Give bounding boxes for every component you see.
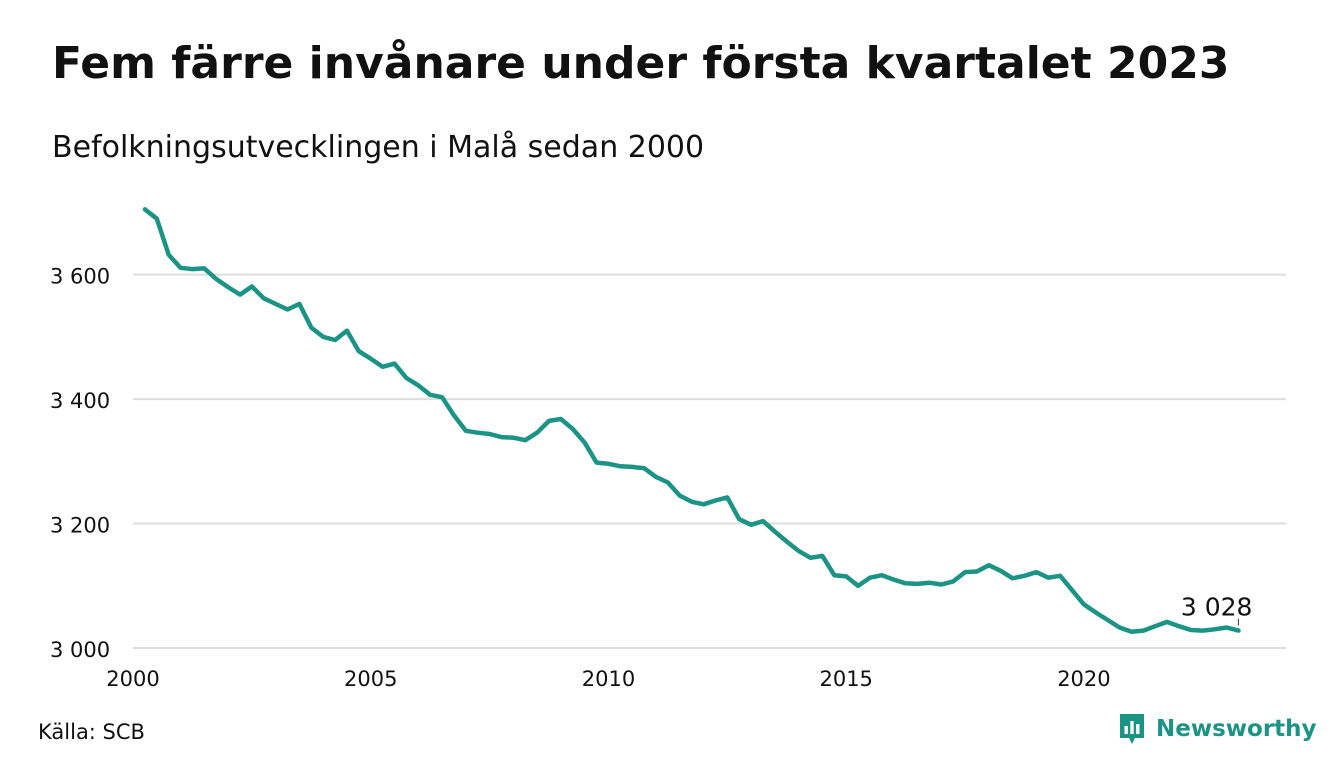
last-value-label: 3 028 (1181, 593, 1253, 622)
gridlines (133, 273, 1286, 649)
chart-bubble-icon (1120, 714, 1144, 744)
chart-title: Fem färre invånare under första kvartale… (52, 38, 1230, 89)
chart-subtitle: Befolkningsutvecklingen i Malå sedan 200… (52, 130, 705, 165)
y-tick-label: 3 600 (50, 265, 110, 289)
x-tick-label: 2010 (582, 667, 635, 691)
source-label: Källa: SCB (38, 720, 145, 744)
x-tick-label: 2005 (344, 667, 397, 691)
x-tick-label: 2015 (819, 667, 872, 691)
x-tick-label: 2000 (106, 667, 159, 691)
y-axis-ticks: 3 000 3 200 3 400 3 600 (50, 265, 110, 662)
y-tick-label: 3 200 (50, 514, 110, 538)
x-tick-label: 2020 (1057, 667, 1110, 691)
x-axis-ticks: 2000 2005 2010 2015 2020 (106, 667, 1110, 691)
brand-logo[interactable]: Newsworthy (1118, 712, 1317, 746)
annotation-layer: 3 028 (1181, 593, 1253, 626)
series-line (142, 207, 1241, 635)
brand-name: Newsworthy (1156, 716, 1317, 742)
y-tick-label: 3 400 (50, 389, 110, 413)
line-chart: 3 000 3 200 3 400 3 600 2000 2005 2010 2015 202… (50, 207, 1286, 691)
y-tick-label: 3 000 (50, 638, 110, 662)
series-layer (142, 207, 1241, 635)
